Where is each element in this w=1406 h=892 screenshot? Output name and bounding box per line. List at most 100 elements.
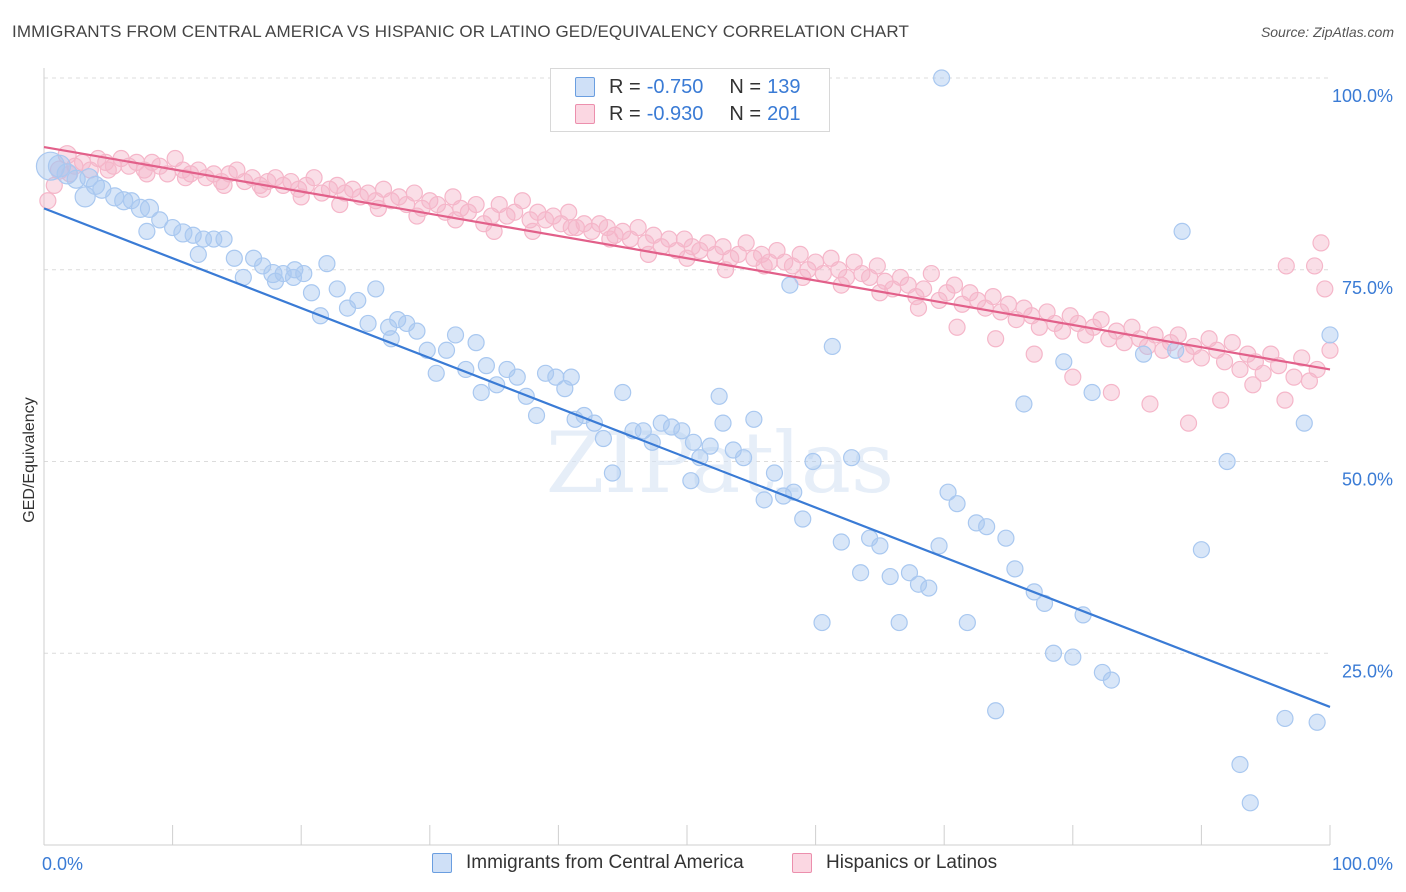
point-hispanic [1285,368,1303,386]
point-central-america [948,495,966,513]
point-central-america [832,533,850,551]
point-central-america [794,510,812,528]
point-central-america [684,433,703,451]
point-hispanic [915,280,933,298]
point-central-america [164,218,182,237]
point-hispanic [39,192,57,210]
point-hispanic [814,264,832,283]
point-central-america [1295,414,1313,432]
legend-swatch-blue [575,77,595,97]
point-hispanic [945,276,964,294]
y-tick-label: 50.0% [1342,470,1393,490]
point-hispanic [987,330,1005,348]
point-hispanic [1223,334,1241,352]
point-hispanic [498,207,516,225]
point-hispanic [1025,345,1043,363]
point-central-america [813,613,831,632]
point-central-america [594,429,613,448]
point-central-america [1321,326,1339,344]
y-tick-label: 25.0% [1342,661,1393,681]
point-central-america [765,464,784,482]
point-central-america [1006,560,1024,578]
r-value: -0.930 [646,102,704,125]
point-central-america [1064,648,1082,666]
point-central-america [302,284,321,302]
point-hispanic [305,169,323,187]
point-hispanic [590,215,609,233]
point-hispanic [1277,257,1295,275]
legend-swatch-pink [575,104,595,124]
legend-label: Hispanics or Latinos [826,852,998,873]
y-tick-label: 100.0% [1332,86,1393,106]
point-central-america [755,491,773,509]
point-central-america [939,483,957,501]
point-central-america [367,280,385,298]
source-text: Source: ZipAtlas.com [1260,24,1394,40]
point-central-america [472,383,490,402]
point-central-america [79,168,99,188]
point-central-america [349,291,367,310]
point-hispanic [176,169,195,187]
point-hispanic [922,264,940,283]
point-hispanic [868,257,886,275]
point-central-america [701,437,719,455]
legend-item-hispanics[interactable]: Hispanics or Latinos [792,852,997,874]
point-central-america [1218,452,1236,471]
point-central-america [920,579,938,597]
point-central-america [562,368,580,386]
point-central-america [1231,755,1249,774]
point-hispanic [138,165,156,183]
point-central-america [47,154,72,178]
point-central-america [527,406,546,425]
legend-swatch-blue [432,853,452,873]
point-central-america [446,326,465,344]
point-hispanic [1192,349,1211,367]
n-label: N = [729,102,762,125]
point-hispanic [1254,364,1272,382]
point-central-america [1134,345,1153,363]
point-hispanic [1305,257,1324,275]
point-hispanic [1092,311,1110,329]
point-central-america [958,613,976,632]
point-central-america [734,449,753,467]
point-central-america [74,186,96,208]
point-hispanic [1115,334,1133,352]
point-central-america [933,69,951,87]
point-central-america [215,230,233,248]
point-central-america [138,222,156,240]
point-hispanic [984,287,1002,306]
point-hispanic [405,184,423,202]
y-tick-label: 75.0% [1342,278,1393,298]
point-hispanic [1276,391,1294,409]
point-central-america [427,364,445,382]
series-legend: Immigrants from Central America Hispanic… [0,852,1406,878]
legend-swatch-pink [792,853,812,873]
n-label: N = [729,75,762,98]
point-central-america [328,280,346,298]
point-hispanic [601,230,619,248]
point-hispanic [629,218,647,237]
point-central-america [1276,709,1294,728]
point-central-america [477,357,495,375]
point-central-america [881,567,899,586]
point-central-america [871,537,889,555]
point-central-america [1173,222,1191,240]
point-central-america [1055,353,1073,371]
point-central-america [781,276,799,294]
point-central-america [804,452,822,471]
point-central-america [843,449,861,467]
point-central-america [614,383,632,402]
point-central-america [389,311,407,329]
point-central-america [1308,713,1326,731]
point-central-america [997,529,1015,547]
point-hispanic [1321,341,1339,359]
point-hispanic [1312,234,1330,252]
legend-item-central-america[interactable]: Immigrants from Central America [432,852,744,874]
point-central-america [603,464,622,482]
point-central-america [151,211,169,229]
point-central-america [286,261,304,279]
point-central-america [254,257,272,275]
point-central-america [823,337,841,356]
point-hispanic [1102,383,1120,402]
